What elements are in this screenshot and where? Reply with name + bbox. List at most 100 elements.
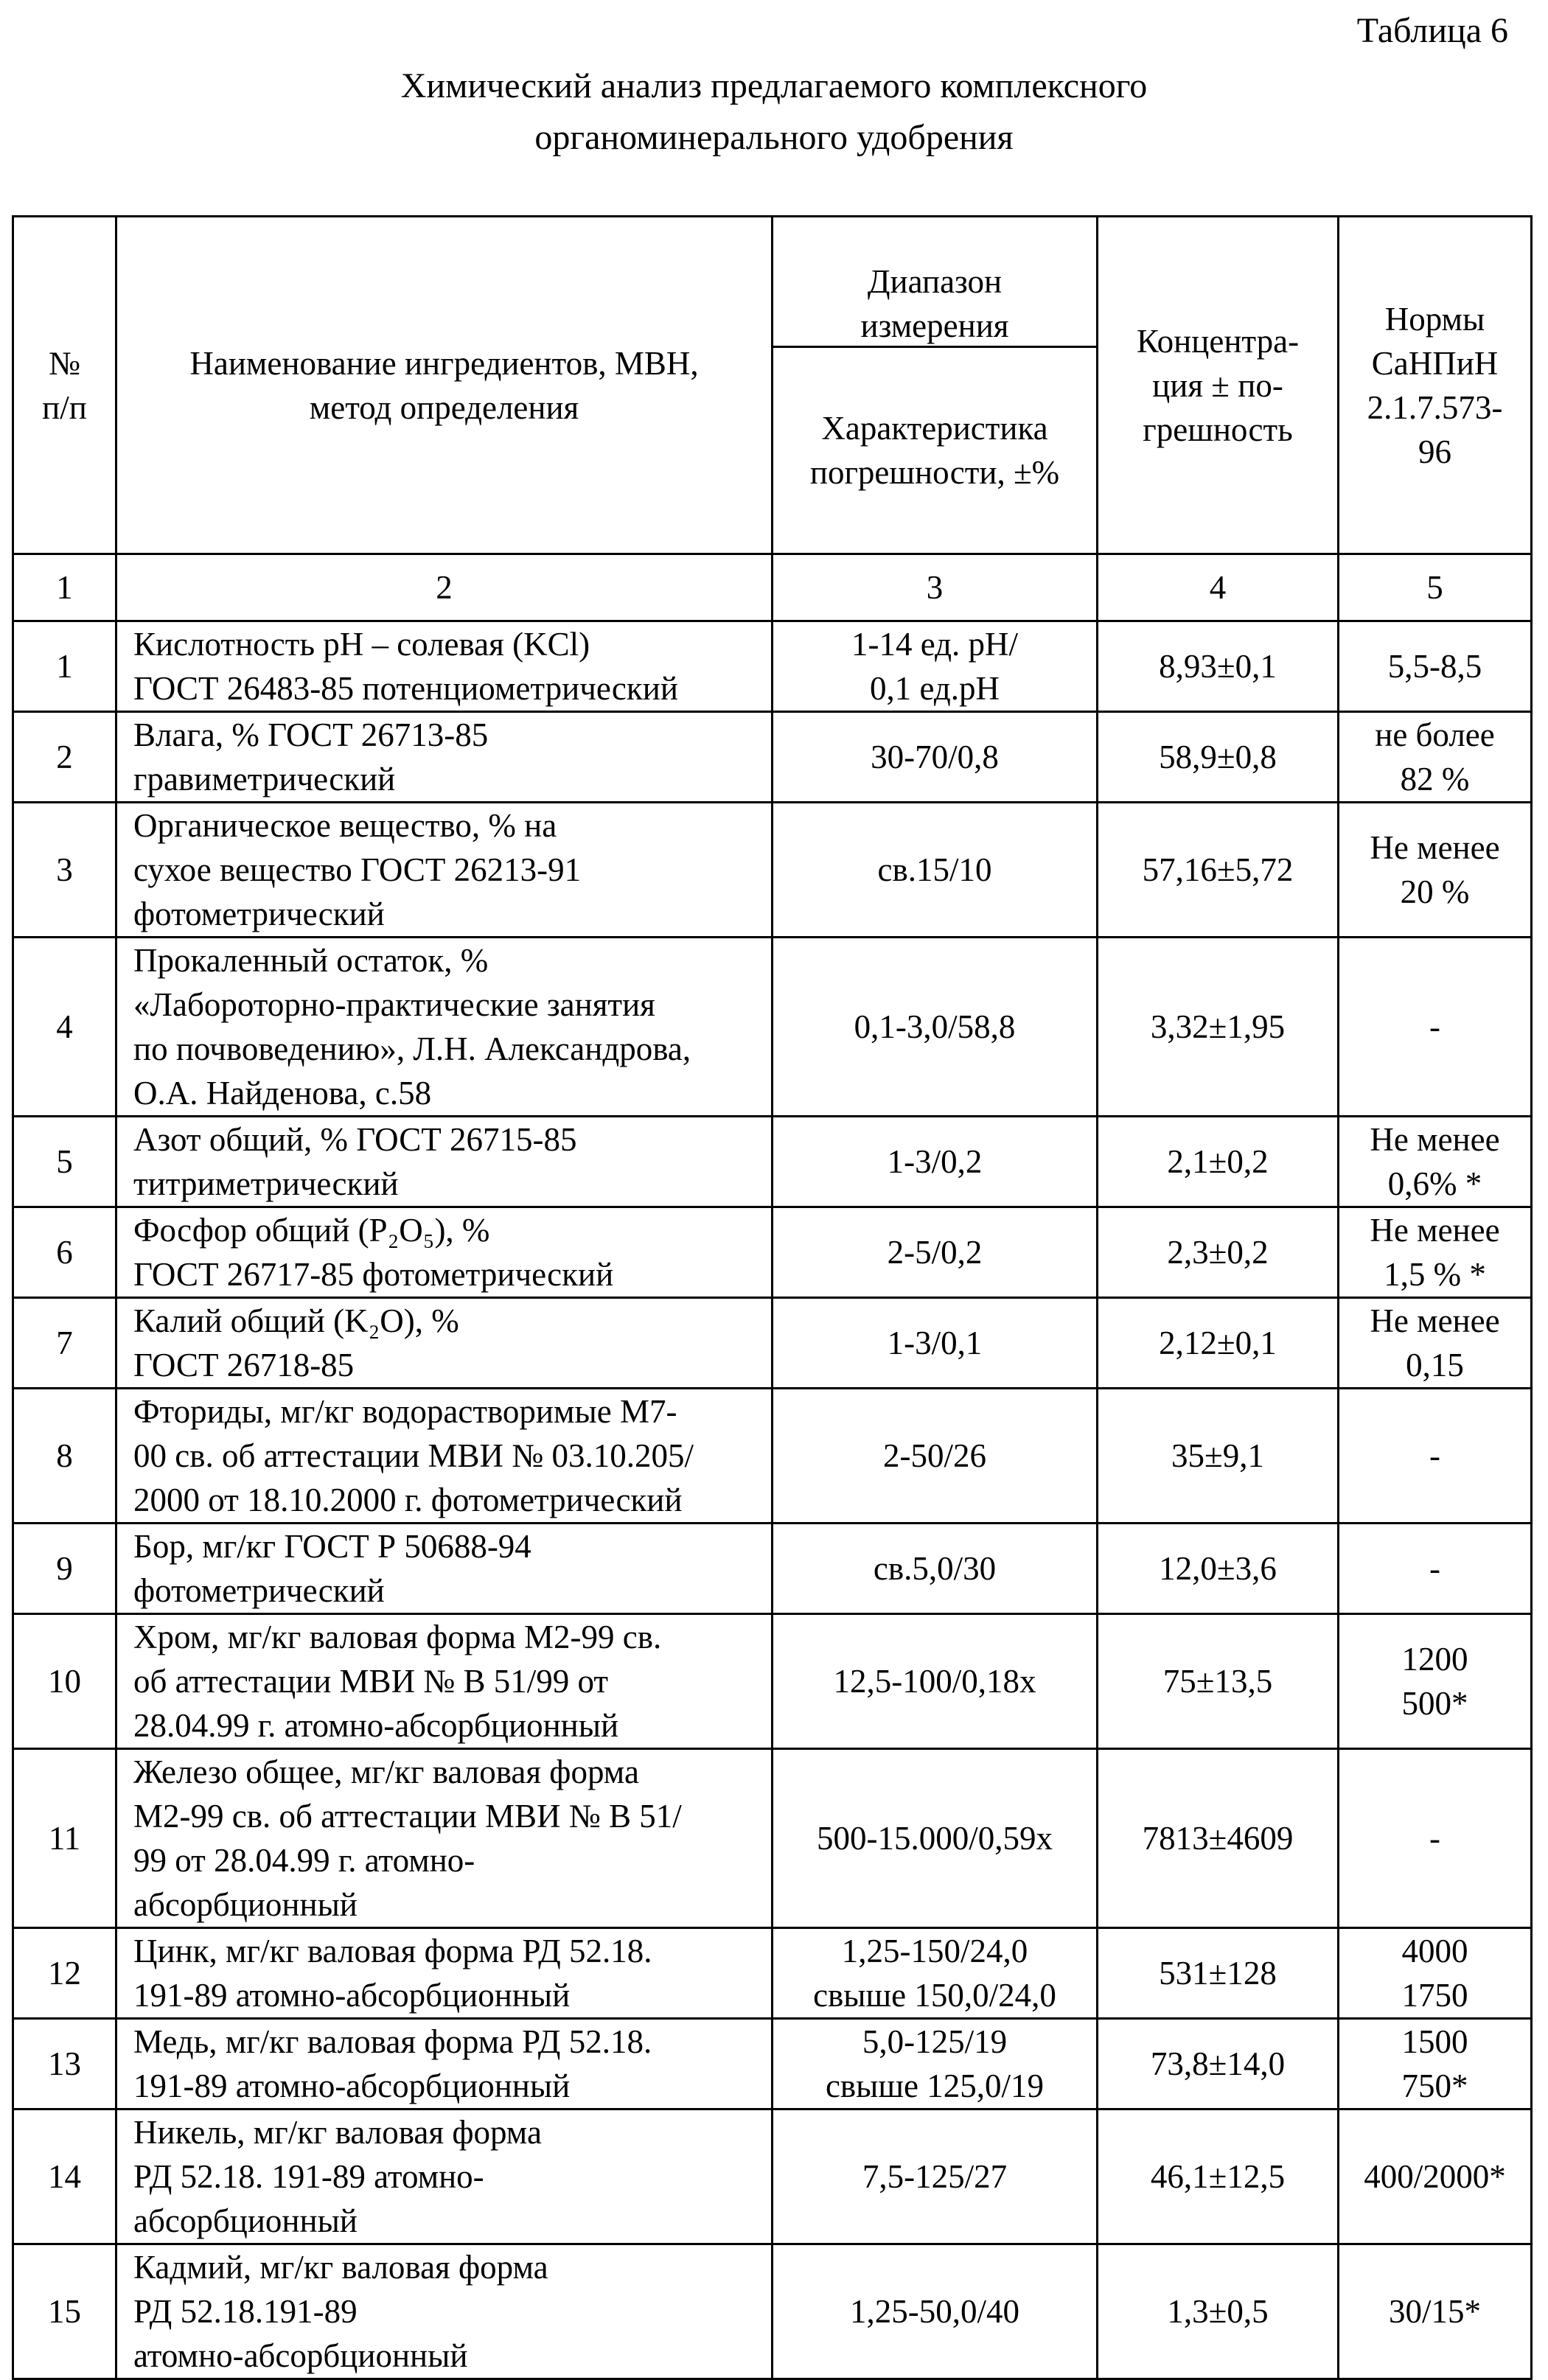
ingredient-name: Органическое вещество, % на сухое вещест… [116, 803, 773, 938]
measurement-range: 2-50/26 [773, 1389, 1098, 1524]
col-number: 4 [1098, 554, 1339, 621]
concentration: 2,3±0,2 [1098, 1207, 1339, 1298]
table-row: 14Никель, мг/кг валовая форма РД 52.18. … [13, 2109, 1532, 2244]
col-number: 5 [1339, 554, 1532, 621]
measurement-range: св.15/10 [773, 803, 1098, 938]
col-number: 3 [773, 554, 1098, 621]
header-row: № п/п Наименование ингредиентов, МВН, ме… [13, 217, 1532, 554]
sanpin-norm: 5,5-8,5 [1339, 621, 1532, 712]
measurement-range: св.5,0/30 [773, 1524, 1098, 1614]
measurement-range: 500-15.000/0,59x [773, 1749, 1098, 1928]
ingredient-name: Фосфор общий (P₂O₅), % ГОСТ 26717-85 фот… [116, 1207, 773, 1298]
ingredient-name: Железо общее, мг/кг валовая форма М2-99 … [116, 1749, 773, 1928]
ingredient-name: Никель, мг/кг валовая форма РД 52.18. 19… [116, 2109, 773, 2244]
table-row: 5Азот общий, % ГОСТ 26715-85 титриметрич… [13, 1117, 1532, 1207]
measurement-range: 1-3/0,2 [773, 1117, 1098, 1207]
concentration: 7813±4609 [1098, 1749, 1339, 1928]
analysis-table: № п/п Наименование ингредиентов, МВН, ме… [12, 215, 1533, 2380]
measurement-range: 0,1-3,0/58,8 [773, 938, 1098, 1117]
concentration: 1,3±0,5 [1098, 2244, 1339, 2379]
table-row: 9Бор, мг/кг ГОСТ Р 50688-94 фотометричес… [13, 1524, 1532, 1614]
concentration: 12,0±3,6 [1098, 1524, 1339, 1614]
table-row: 6Фосфор общий (P₂O₅), % ГОСТ 26717-85 фо… [13, 1207, 1532, 1298]
row-number: 3 [13, 803, 116, 938]
row-number: 6 [13, 1207, 116, 1298]
column-number-row: 1 2 3 4 5 [13, 554, 1532, 621]
col-number: 1 [13, 554, 116, 621]
concentration: 73,8±14,0 [1098, 2019, 1339, 2109]
ingredient-name: Азот общий, % ГОСТ 26715-85 титриметриче… [116, 1117, 773, 1207]
table-title: Химический анализ предлагаемого комплекс… [0, 60, 1548, 164]
header-range-error: Диапазон измерения Характеристика погреш… [773, 217, 1098, 554]
ingredient-name: Хром, мг/кг валовая форма М2-99 св. об а… [116, 1614, 773, 1749]
table-row: 11Железо общее, мг/кг валовая форма М2-9… [13, 1749, 1532, 1928]
table-row: 4Прокаленный остаток, % «Лабороторно-пра… [13, 938, 1532, 1117]
ingredient-name: Прокаленный остаток, % «Лабороторно-прак… [116, 938, 773, 1117]
table-row: 13Медь, мг/кг валовая форма РД 52.18. 19… [13, 2019, 1532, 2109]
ingredient-name: Бор, мг/кг ГОСТ Р 50688-94 фотометрическ… [116, 1524, 773, 1614]
concentration: 35±9,1 [1098, 1389, 1339, 1524]
table-row: 3Органическое вещество, % на сухое вещес… [13, 803, 1532, 938]
concentration: 3,32±1,95 [1098, 938, 1339, 1117]
table-number: Таблица 6 [1357, 10, 1508, 51]
row-number: 14 [13, 2109, 116, 2244]
ingredient-name: Цинк, мг/кг валовая форма РД 52.18. 191-… [116, 1928, 773, 2019]
row-number: 2 [13, 712, 116, 803]
concentration: 8,93±0,1 [1098, 621, 1339, 712]
concentration: 531±128 [1098, 1928, 1339, 2019]
sanpin-norm: Не менее 20 % [1339, 803, 1532, 938]
measurement-range: 1,25-150/24,0 свыше 150,0/24,0 [773, 1928, 1098, 2019]
ingredient-name: Калий общий (K₂O), % ГОСТ 26718-85 [116, 1298, 773, 1389]
row-number: 10 [13, 1614, 116, 1749]
header-norms: Нормы СаНПиН 2.1.7.573- 96 [1339, 217, 1532, 554]
row-number: 9 [13, 1524, 116, 1614]
row-number: 1 [13, 621, 116, 712]
sanpin-norm: - [1339, 1749, 1532, 1928]
header-name: Наименование ингредиентов, МВН, метод оп… [116, 217, 773, 554]
sanpin-norm: 400/2000* [1339, 2109, 1532, 2244]
row-number: 12 [13, 1928, 116, 2019]
measurement-range: 1-14 ед. pH/ 0,1 ед.pH [773, 621, 1098, 712]
measurement-range: 7,5-125/27 [773, 2109, 1098, 2244]
header-num: № п/п [13, 217, 116, 554]
concentration: 57,16±5,72 [1098, 803, 1339, 938]
ingredient-name: Кислотность pH – солевая (KCl) ГОСТ 2648… [116, 621, 773, 712]
sanpin-norm: 30/15* [1339, 2244, 1532, 2379]
row-number: 13 [13, 2019, 116, 2109]
row-number: 5 [13, 1117, 116, 1207]
sanpin-norm: 1500 750* [1339, 2019, 1532, 2109]
measurement-range: 1-3/0,1 [773, 1298, 1098, 1389]
concentration: 75±13,5 [1098, 1614, 1339, 1749]
sanpin-norm: Не менее 1,5 % * [1339, 1207, 1532, 1298]
ingredient-name: Фториды, мг/кг водорастворимые М7- 00 св… [116, 1389, 773, 1524]
header-conc: Концентра- ция ± по- грешность [1098, 217, 1339, 554]
header-error: Характеристика погрешности, ±% [773, 392, 1096, 509]
measurement-range: 12,5-100/0,18x [773, 1614, 1098, 1749]
table-row: 10Хром, мг/кг валовая форма М2-99 св. об… [13, 1614, 1532, 1749]
sanpin-norm: Не менее 0,6% * [1339, 1117, 1532, 1207]
concentration: 2,12±0,1 [1098, 1298, 1339, 1389]
measurement-range: 2-5/0,2 [773, 1207, 1098, 1298]
sanpin-norm: Не менее 0,15 [1339, 1298, 1532, 1389]
table-row: 12Цинк, мг/кг валовая форма РД 52.18. 19… [13, 1928, 1532, 2019]
ingredient-name: Кадмий, мг/кг валовая форма РД 52.18.191… [116, 2244, 773, 2379]
header-range: Диапазон измерения [773, 262, 1096, 348]
sanpin-norm: - [1339, 938, 1532, 1117]
ingredient-name: Влага, % ГОСТ 26713-85 гравиметрический [116, 712, 773, 803]
col-number: 2 [116, 554, 773, 621]
table-row: 8Фториды, мг/кг водорастворимые М7- 00 с… [13, 1389, 1532, 1524]
sanpin-norm: 4000 1750 [1339, 1928, 1532, 2019]
sanpin-norm: - [1339, 1389, 1532, 1524]
ingredient-name: Медь, мг/кг валовая форма РД 52.18. 191-… [116, 2019, 773, 2109]
row-number: 7 [13, 1298, 116, 1389]
table-row: 15Кадмий, мг/кг валовая форма РД 52.18.1… [13, 2244, 1532, 2379]
row-number: 8 [13, 1389, 116, 1524]
row-number: 4 [13, 938, 116, 1117]
measurement-range: 5,0-125/19 свыше 125,0/19 [773, 2019, 1098, 2109]
measurement-range: 30-70/0,8 [773, 712, 1098, 803]
row-number: 11 [13, 1749, 116, 1928]
concentration: 2,1±0,2 [1098, 1117, 1339, 1207]
concentration: 58,9±0,8 [1098, 712, 1339, 803]
measurement-range: 1,25-50,0/40 [773, 2244, 1098, 2379]
table-row: 1Кислотность pH – солевая (KCl) ГОСТ 264… [13, 621, 1532, 712]
